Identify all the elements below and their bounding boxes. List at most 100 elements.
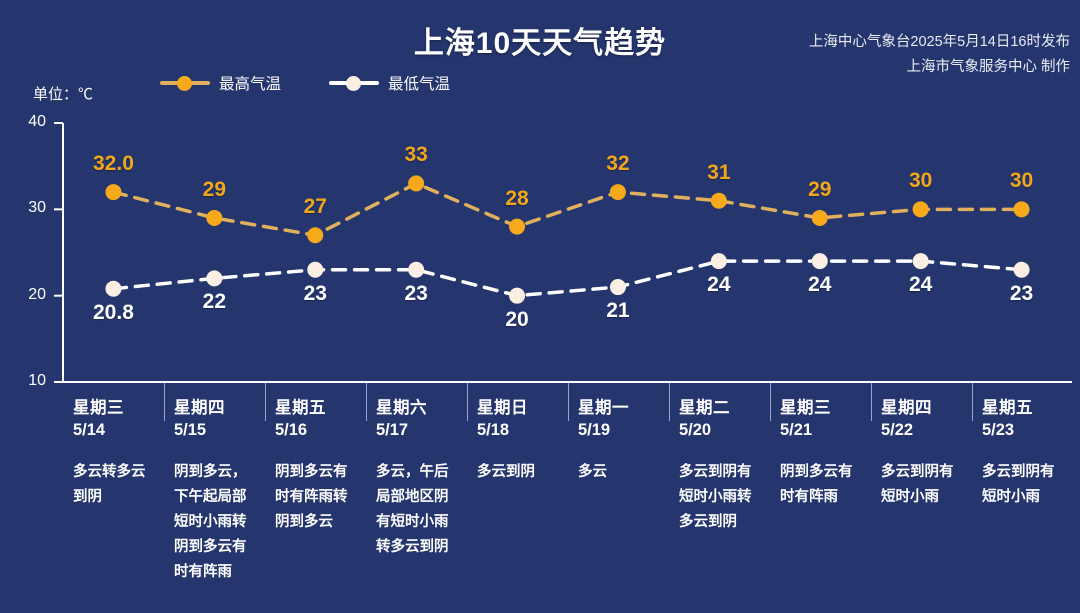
low-temp-value-label: 23 (1009, 281, 1034, 305)
day-date: 5/16 (275, 421, 308, 439)
day-weekday: 星期三 (780, 399, 831, 417)
day-weather-description: 多云到阴有短时小雨 (881, 464, 954, 505)
day-column[interactable]: 星期一 5/19 多云 (568, 383, 669, 613)
high-temp-value-label: 32.0 (93, 152, 134, 176)
low-temp-marker (710, 253, 727, 270)
issued-by-text: 上海中心气象台2025年5月14日16时发布 (808, 34, 1070, 50)
low-temp-marker (307, 261, 324, 278)
day-weather-description: 阴到多云有时有阵雨 (780, 464, 853, 505)
day-date: 5/23 (982, 421, 1015, 439)
day-date: 5/18 (477, 421, 510, 439)
day-date: 5/21 (780, 421, 813, 439)
day-weather-description: 多云转多云到阴 (73, 464, 146, 505)
low-temp-value-label: 20 (505, 307, 529, 331)
legend-high-marker-icon (160, 75, 210, 91)
high-temp-value-label: 29 (202, 177, 227, 201)
high-temp-marker (1013, 201, 1030, 218)
day-column[interactable]: 星期三 5/21 阴到多云有时有阵雨 (770, 383, 871, 613)
high-temp-marker (710, 192, 727, 209)
chart-axes (62, 123, 1072, 383)
low-temp-value-label: 20.8 (93, 300, 134, 324)
day-date: 5/15 (174, 421, 207, 439)
produced-by-text: 上海市气象服务中心 制作 (906, 59, 1070, 75)
day-weather-description: 阴到多云有时有阵雨转阴到多云 (275, 464, 348, 530)
low-temp-value-label: 21 (606, 299, 630, 323)
high-temp-value-label: 28 (505, 186, 529, 210)
legend-label-low: 最低气温 (388, 76, 451, 93)
high-temp-marker (912, 201, 929, 218)
low-temp-marker (1013, 261, 1030, 278)
day-column[interactable]: 星期二 5/20 多云到阴有短时小雨转多云到阴 (669, 383, 770, 613)
day-column[interactable]: 星期五 5/23 多云到阴有短时小雨 (972, 383, 1073, 613)
high-temp-marker (609, 184, 626, 201)
high-temp-marker (206, 209, 223, 226)
low-temp-marker (408, 261, 425, 278)
day-weekday: 星期二 (679, 399, 730, 417)
low-temp-value-label: 24 (908, 273, 933, 297)
high-temp-marker (307, 227, 324, 244)
low-temp-marker (509, 287, 526, 304)
day-column[interactable]: 星期日 5/18 多云到阴 (467, 383, 568, 613)
legend-item-high: 最高气温 (160, 72, 281, 94)
day-weather-description: 阴到多云，下午起局部短时小雨转阴到多云有时有阵雨 (174, 464, 247, 580)
legend-low-marker-icon (329, 75, 380, 91)
day-weekday: 星期五 (275, 399, 326, 417)
y-axis-label: 40 (28, 113, 46, 130)
day-date: 5/22 (881, 421, 914, 439)
high-temp-value-label: 33 (404, 143, 428, 167)
chart-legend: 最高气温 最低气温 (160, 72, 450, 94)
low-temp-value-label: 24 (808, 273, 832, 297)
day-weekday: 星期三 (73, 399, 124, 417)
high-temp-line (111, 181, 1024, 238)
high-temp-value-label: 32 (606, 152, 630, 176)
low-temp-value-label: 24 (707, 273, 731, 297)
high-temp-value-label: 27 (303, 195, 327, 219)
legend-label-high: 最高气温 (219, 76, 282, 93)
day-weather-description: 多云到阴有短时小雨 (982, 464, 1055, 505)
low-temp-value-label: 22 (202, 290, 227, 314)
low-temp-value-label: 23 (303, 281, 327, 305)
low-temp-value-label: 23 (404, 281, 428, 305)
unit-label: 单位：℃ (33, 86, 94, 103)
day-column[interactable]: 星期四 5/15 阴到多云，下午起局部短时小雨转阴到多云有时有阵雨 (164, 383, 265, 613)
legend-item-low: 最低气温 (329, 72, 450, 94)
high-temp-marker (811, 209, 828, 226)
high-temp-marker (105, 184, 122, 201)
day-column[interactable]: 星期六 5/17 多云，午后局部地区阴有短时小雨转多云到阴 (366, 383, 467, 613)
day-weekday: 星期一 (578, 399, 629, 417)
page-title: 上海10天天气趋势 (413, 27, 667, 60)
day-weather-description: 多云到阴 (477, 464, 535, 480)
day-weather-description: 多云 (578, 464, 607, 480)
high-temp-marker (408, 175, 425, 192)
high-temp-value-label: 30 (1009, 169, 1034, 193)
high-temp-value-label: 31 (707, 160, 731, 184)
attribution-block: 上海中心气象台2025年5月14日16时发布 上海市气象服务中心 制作 (809, 30, 1070, 80)
high-temp-value-label: 30 (908, 169, 933, 193)
y-axis-label: 30 (28, 199, 46, 217)
day-weather-description: 多云到阴有短时小雨转多云到阴 (679, 464, 752, 530)
day-weekday: 星期六 (376, 399, 427, 417)
low-temp-marker (609, 279, 626, 296)
day-weekday: 星期四 (174, 399, 225, 417)
low-temp-marker (105, 280, 122, 297)
day-date: 5/17 (376, 421, 409, 439)
day-date: 5/14 (73, 421, 106, 439)
day-weekday: 星期五 (982, 399, 1033, 417)
high-temp-marker (509, 218, 526, 235)
low-temp-marker (811, 253, 828, 270)
day-column[interactable]: 星期五 5/16 阴到多云有时有阵雨转阴到多云 (265, 383, 366, 613)
day-weather-description: 多云，午后局部地区阴有短时小雨转多云到阴 (376, 464, 449, 555)
day-weekday: 星期日 (477, 399, 528, 417)
day-column[interactable]: 星期四 5/22 多云到阴有短时小雨 (871, 383, 972, 613)
y-axis-label: 10 (28, 372, 46, 389)
low-temp-line (111, 259, 1024, 298)
day-column[interactable]: 星期三 5/14 多云转多云到阴 (63, 383, 164, 613)
y-axis-label: 20 (28, 285, 46, 303)
low-temp-marker (206, 270, 223, 287)
high-temp-value-label: 29 (808, 177, 832, 201)
day-date: 5/19 (578, 421, 611, 439)
day-date: 5/20 (679, 421, 712, 439)
low-temp-marker (912, 253, 929, 270)
day-columns: 星期三 5/14 多云转多云到阴 星期四 5/15 阴到多云，下午起局部短时小雨转阴到多云… (63, 383, 1073, 613)
